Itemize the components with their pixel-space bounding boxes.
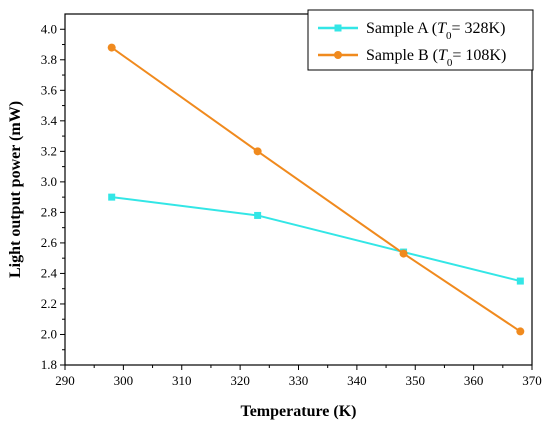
y-tick-label: 3.2 bbox=[41, 143, 57, 158]
y-tick-label: 3.4 bbox=[41, 113, 58, 128]
y-tick-label: 2.6 bbox=[41, 235, 58, 250]
series-b-point bbox=[399, 249, 408, 258]
x-tick-label: 320 bbox=[230, 373, 250, 388]
y-tick-label: 2.4 bbox=[41, 265, 58, 280]
x-tick-label: 330 bbox=[289, 373, 309, 388]
plot-area bbox=[107, 43, 525, 336]
series-a-point bbox=[254, 211, 262, 219]
y-tick-label: 3.6 bbox=[41, 82, 58, 97]
y-axis-label: Light output power (mW) bbox=[7, 101, 24, 278]
series-b-point bbox=[107, 43, 116, 52]
legend-label-b: Sample B (T0= 108K) bbox=[366, 47, 506, 69]
series-a-point bbox=[516, 277, 524, 285]
series-line-a bbox=[111, 196, 521, 283]
y-tick-label: 4.0 bbox=[41, 21, 57, 36]
series-b-point bbox=[516, 327, 525, 336]
y-tick-label: 3.8 bbox=[41, 52, 57, 67]
x-tick-label: 300 bbox=[114, 373, 134, 388]
y-ticks: 1.8 2.0 2.2 2.4 2.6 2.8 3.0 3.2 3.4 3.6 3.8 4.0 bbox=[41, 21, 65, 372]
legend-marker-b bbox=[334, 51, 342, 59]
y-tick-label: 2.8 bbox=[41, 204, 57, 219]
x-tick-label: 370 bbox=[522, 373, 542, 388]
x-ticks: 290 300 310 320 330 340 350 360 370 bbox=[55, 365, 542, 388]
y-tick-label: 3.0 bbox=[41, 174, 57, 189]
y-tick-label: 2.0 bbox=[41, 326, 57, 341]
x-tick-label: 350 bbox=[406, 373, 426, 388]
x-tick-label: 340 bbox=[347, 373, 367, 388]
y-tick-label: 2.2 bbox=[41, 296, 57, 311]
legend-label-a: Sample A (T0= 328K) bbox=[366, 20, 505, 42]
x-tick-label: 290 bbox=[55, 373, 75, 388]
series-b-point bbox=[253, 147, 262, 156]
x-tick-label: 360 bbox=[464, 373, 484, 388]
legend: Sample A (T0= 328K) Sample B (T0= 108K) bbox=[307, 9, 534, 71]
x-axis-label: Temperature (K) bbox=[241, 403, 357, 420]
series-a-point bbox=[108, 193, 116, 201]
y-tick-label: 1.8 bbox=[41, 357, 57, 372]
legend-marker-a bbox=[334, 24, 342, 32]
x-tick-label: 310 bbox=[172, 373, 192, 388]
legend-box bbox=[307, 9, 534, 71]
series-line-b bbox=[111, 46, 521, 333]
